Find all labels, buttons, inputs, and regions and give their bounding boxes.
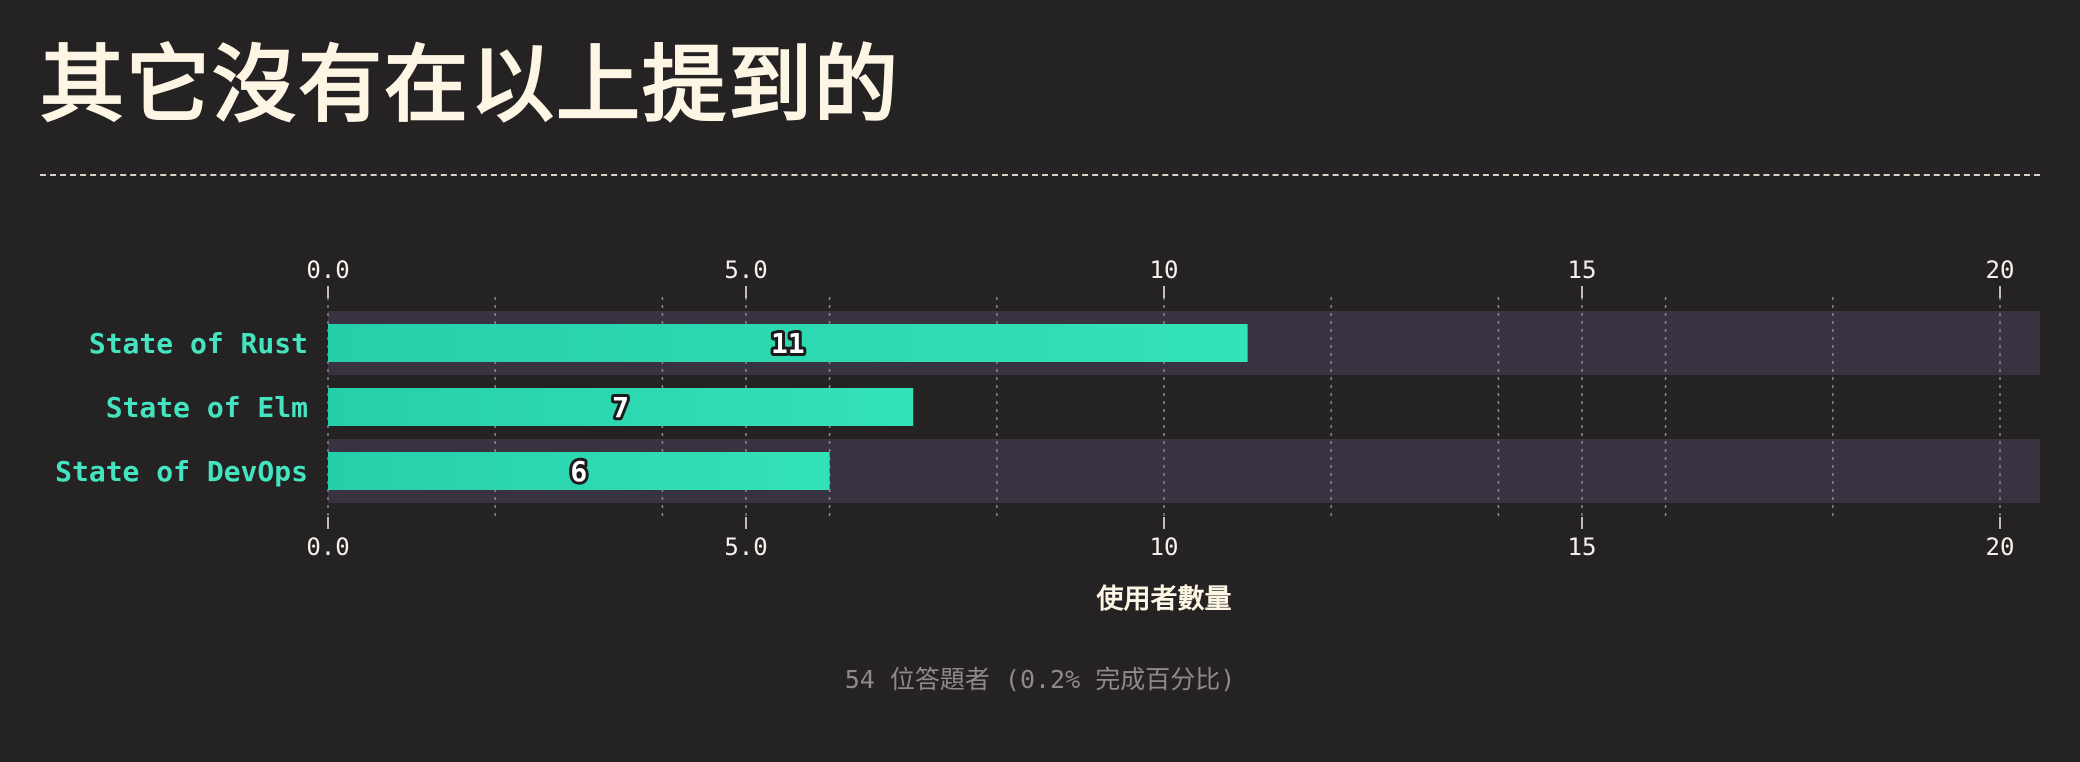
tick-label: 10: [1150, 256, 1179, 284]
axis-ticks: 0.0 5.0 10 15 20 0.0 5.0 10 15 20: [306, 256, 2014, 561]
title-divider: [40, 174, 2040, 176]
tick-label: 0.0: [306, 533, 349, 561]
category-label: State of Rust: [89, 327, 308, 360]
tick-label: 15: [1568, 533, 1597, 561]
tick-label: 5.0: [724, 256, 767, 284]
tick-label: 10: [1150, 533, 1179, 561]
tick-label: 5.0: [724, 533, 767, 561]
bar: [328, 452, 830, 490]
category-label: State of DevOps: [55, 455, 308, 488]
tick-label: 20: [1986, 256, 2015, 284]
category-label: State of Elm: [106, 391, 308, 424]
tick-label: 0.0: [306, 256, 349, 284]
x-axis-title: 使用者數量: [1096, 584, 1232, 615]
bar-value-label: 6: [570, 455, 587, 488]
category-labels: State of Rust State of Elm State of DevOps: [55, 327, 308, 488]
respondent-count-note: 54 位答題者 (0.2% 完成百分比): [844, 665, 1236, 694]
tick-label: 20: [1986, 533, 2015, 561]
tick-label: 15: [1568, 256, 1597, 284]
bar-value-label: 11: [771, 327, 805, 360]
bar-chart: 11 76 State of Rust State of Elm State of D…: [55, 256, 2040, 615]
bar: [328, 324, 1248, 362]
bars: 11 76: [328, 324, 1248, 491]
bar-value-label: 7: [612, 391, 629, 424]
bar: [328, 388, 914, 426]
page-title: 其它沒有在以上提到的: [40, 36, 901, 134]
